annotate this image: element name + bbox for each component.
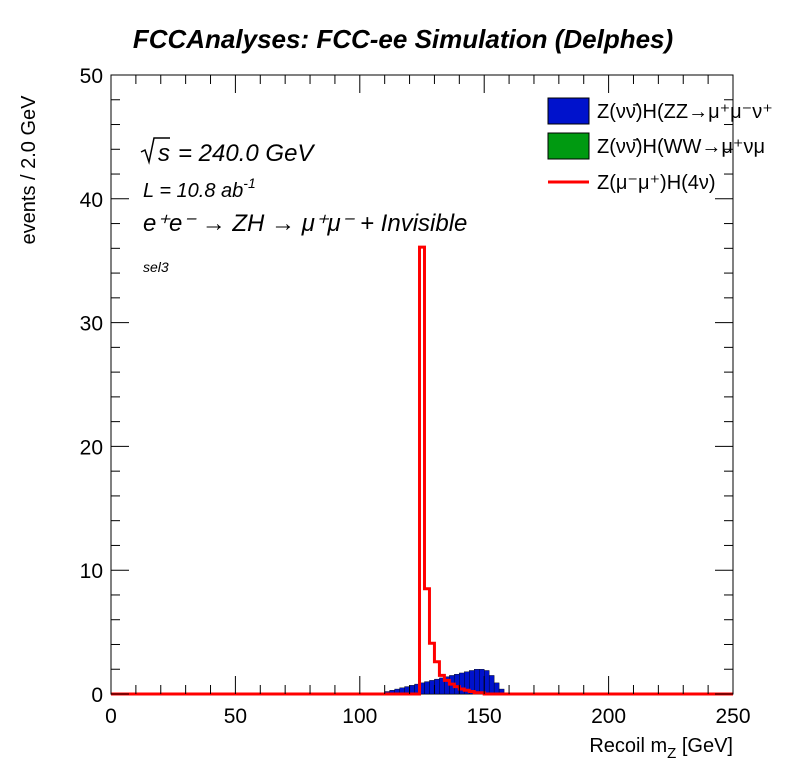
chart-title: FCCAnalyses: FCC-ee Simulation (Delphes) bbox=[133, 24, 673, 54]
x-tick-label: 200 bbox=[591, 705, 626, 728]
legend-label-ww: Z(νν̄)H(WW→μ⁺νμ bbox=[597, 136, 765, 158]
y-tick-label: 30 bbox=[80, 313, 103, 336]
x-tick-label: 50 bbox=[224, 705, 247, 728]
x-axis-title-sub: Z bbox=[667, 745, 676, 762]
luminosity-annotation: L = 10.8 ab-1 bbox=[143, 175, 256, 202]
legend-label-4nu: Z(μ⁻μ⁺)H(4ν) bbox=[597, 172, 716, 194]
selection-annotation: sel3 bbox=[143, 259, 169, 275]
y-tick-label: 40 bbox=[80, 189, 103, 212]
x-tick-label: 100 bbox=[342, 705, 377, 728]
luminosity-text: L = 10.8 ab bbox=[143, 180, 243, 202]
x-axis-title-main: Recoil m bbox=[589, 735, 667, 757]
legend-swatch-ww bbox=[547, 132, 590, 160]
y-tick-label: 0 bbox=[91, 684, 103, 707]
sqrt-symbol bbox=[140, 137, 170, 165]
luminosity-exponent: -1 bbox=[243, 175, 255, 191]
histogram-bin bbox=[493, 682, 500, 695]
x-axis-title: Recoil mZ [GeV] bbox=[589, 735, 733, 762]
y-axis-title: events / 2.0 GeV bbox=[18, 95, 40, 245]
histogram-bin bbox=[488, 675, 495, 695]
histogram-bin bbox=[424, 681, 430, 695]
sqrt-s-annotation: = 240.0 GeV bbox=[178, 140, 315, 167]
y-tick-label: 50 bbox=[80, 65, 103, 88]
x-tick-label: 250 bbox=[715, 705, 750, 728]
x-tick-label: 0 bbox=[105, 705, 117, 728]
legend: Z(νν̄)H(ZZ→μ⁺μ⁻ν⁺ Z(νν̄)H(WW→μ⁺νμ Z(μ⁻μ⁺… bbox=[547, 97, 773, 194]
histogram-bin bbox=[429, 680, 435, 695]
legend-label-zz: Z(νν̄)H(ZZ→μ⁺μ⁻ν⁺ bbox=[597, 101, 773, 123]
y-tick-label: 20 bbox=[80, 436, 103, 459]
x-axis-title-unit: [GeV] bbox=[682, 735, 733, 757]
process-annotation: e⁺e⁻ → ZH → μ⁺μ⁻ + Invisible bbox=[143, 210, 467, 237]
annotations: s = 240.0 GeV L = 10.8 ab-1 e⁺e⁻ → ZH → … bbox=[140, 137, 467, 275]
x-tick-label: 150 bbox=[467, 705, 502, 728]
y-tick-label: 10 bbox=[80, 560, 103, 583]
histogram-bin bbox=[484, 670, 490, 695]
plot-frame bbox=[110, 74, 734, 695]
sqrt-s-variable: s bbox=[158, 140, 170, 167]
legend-swatch-zz bbox=[547, 97, 590, 125]
signal-line bbox=[111, 245, 733, 696]
histogram-bin bbox=[434, 678, 440, 695]
histogram-bin bbox=[479, 669, 485, 695]
